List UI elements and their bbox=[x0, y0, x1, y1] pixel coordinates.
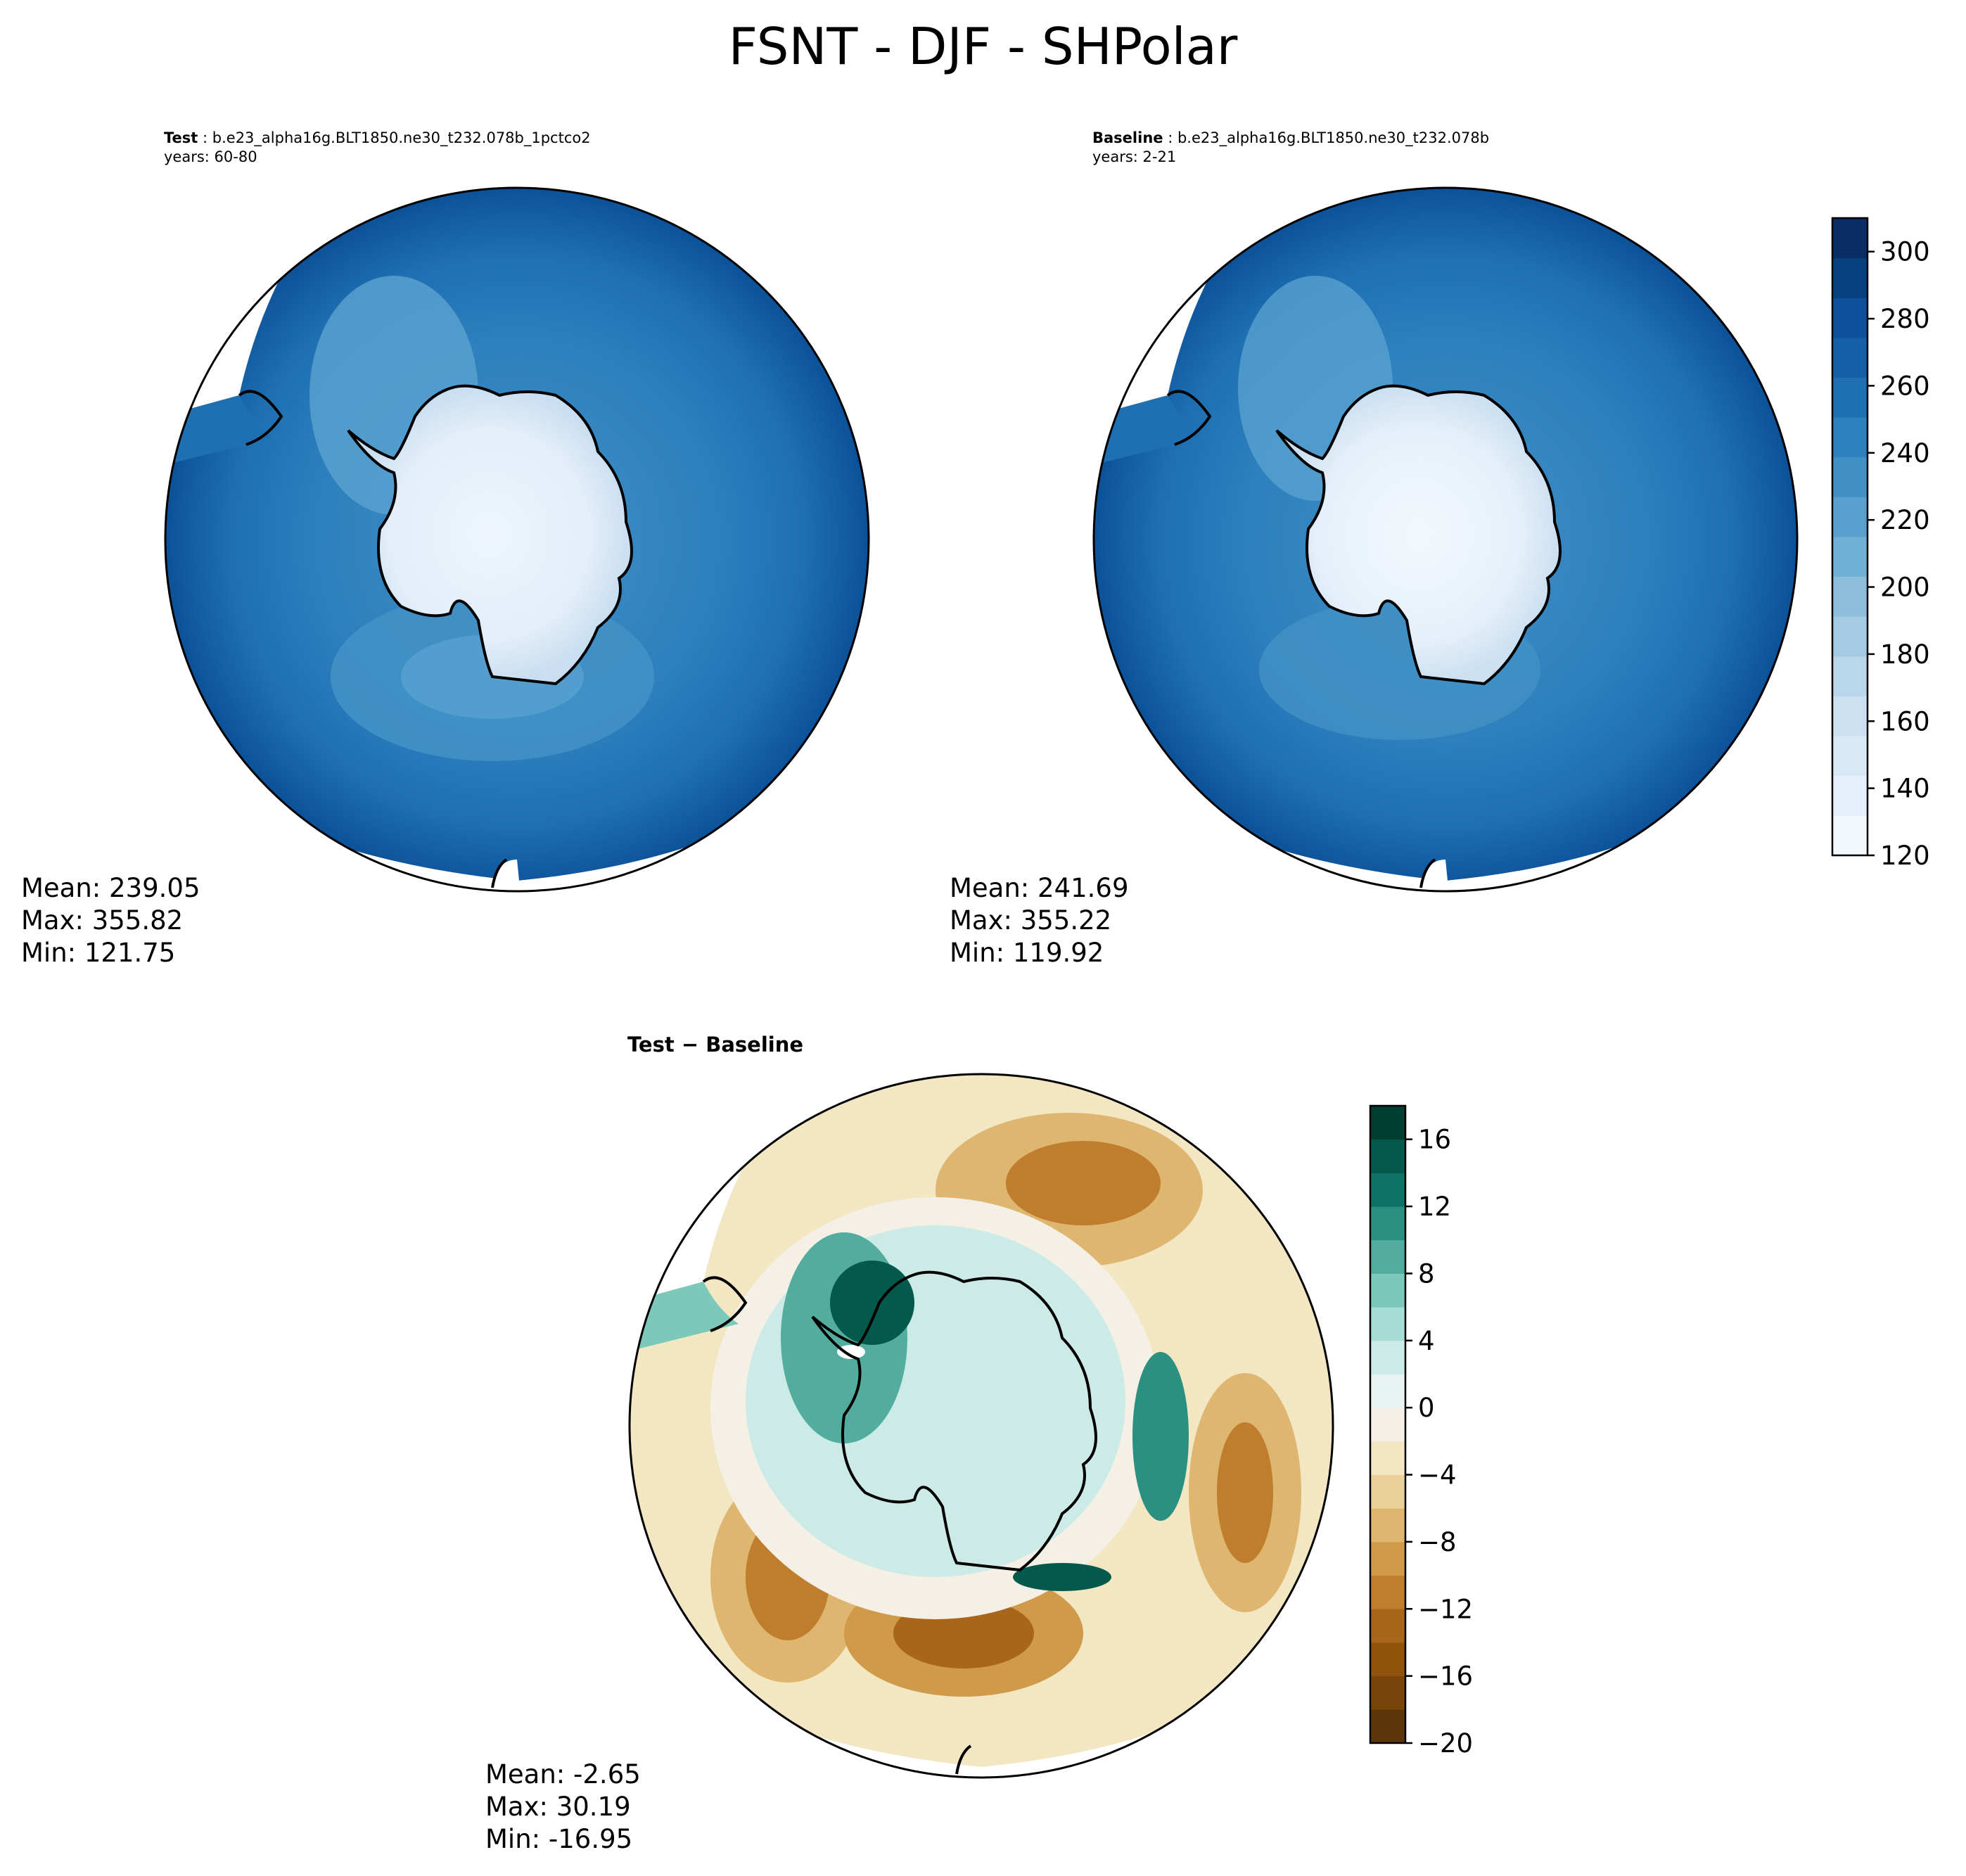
colorbar-segment bbox=[1832, 218, 1868, 259]
colorbar-segment bbox=[1832, 736, 1868, 777]
colorbar-segment bbox=[1370, 1642, 1405, 1677]
colorbar-segment bbox=[1370, 1441, 1405, 1476]
colorbar-segment bbox=[1370, 1408, 1405, 1442]
colorbar-tick-label: 140 bbox=[1880, 774, 1930, 804]
baseline-case-name: b.e23_alpha16g.BLT1850.ne30_t232.078b bbox=[1177, 129, 1490, 146]
colorbar-segment bbox=[1832, 257, 1868, 298]
baseline-min: Min: 119.92 bbox=[950, 938, 1104, 968]
colorbar-segment bbox=[1370, 1273, 1405, 1308]
baseline-label: Baseline bbox=[1092, 129, 1163, 146]
colorbar-frame bbox=[1369, 1104, 1407, 1744]
figure-title: FSNT - DJF - SHPolar bbox=[728, 17, 1238, 76]
difference-max: Max: 30.19 bbox=[485, 1792, 631, 1822]
test-min: Min: 121.75 bbox=[21, 938, 176, 968]
main-colorbar: 120 140 160 180 200 220 240 260 280 300 bbox=[1831, 217, 1930, 871]
colorbar-tick-label: 160 bbox=[1880, 706, 1930, 736]
colorbar-segment bbox=[1832, 656, 1868, 696]
colorbar-tick-label: 200 bbox=[1880, 573, 1930, 603]
colorbar-segment bbox=[1370, 1340, 1405, 1374]
colorbar-tick-label: 12 bbox=[1418, 1192, 1451, 1222]
colorbar-tick-label: 180 bbox=[1880, 639, 1930, 670]
colorbar-segment bbox=[1832, 337, 1868, 378]
baseline-polar-map bbox=[1092, 186, 1799, 893]
colorbar-segment bbox=[1832, 576, 1868, 617]
map-boundary bbox=[628, 1073, 1334, 1779]
test-mean: Mean: 239.05 bbox=[21, 873, 200, 903]
map-boundary bbox=[1092, 186, 1799, 893]
colorbar-segment bbox=[1832, 775, 1868, 816]
antarctica-outline bbox=[811, 1270, 1097, 1572]
difference-polar-map bbox=[628, 1073, 1334, 1779]
colorbar-tick-label: −12 bbox=[1418, 1594, 1473, 1624]
colorbar-tick-label: 220 bbox=[1880, 505, 1930, 535]
baseline-mean: Mean: 241.69 bbox=[950, 873, 1129, 903]
colorbar-segment bbox=[1370, 1609, 1405, 1643]
colorbar-segment bbox=[1370, 1239, 1405, 1274]
colorbar-segment bbox=[1832, 457, 1868, 497]
test-label: Test bbox=[164, 129, 198, 146]
colorbar-segment bbox=[1832, 298, 1868, 338]
colorbar-tick-label: 8 bbox=[1418, 1258, 1435, 1289]
colorbar-segment bbox=[1832, 497, 1868, 537]
colorbar-tick-label: −20 bbox=[1418, 1728, 1473, 1759]
colorbar-segment bbox=[1370, 1307, 1405, 1341]
baseline-years: years: 2-21 bbox=[1092, 148, 1177, 165]
colorbar-tick-label: 300 bbox=[1880, 237, 1930, 267]
colorbar-segment bbox=[1370, 1374, 1405, 1408]
colorbar-segment bbox=[1370, 1541, 1405, 1576]
colorbar-tick-label: 120 bbox=[1880, 841, 1930, 871]
colorbar-segment bbox=[1832, 815, 1868, 856]
colorbar-tick-label: 240 bbox=[1880, 438, 1930, 468]
colorbar-segment bbox=[1832, 537, 1868, 578]
colorbar-segment bbox=[1370, 1206, 1405, 1241]
colorbar-frame bbox=[1831, 217, 1869, 857]
colorbar-tick-label: 280 bbox=[1880, 304, 1930, 334]
test-panel-header: Test : b.e23_alpha16g.BLT1850.ne30_t232.… bbox=[164, 129, 591, 165]
test-stats: Mean: 239.05 Max: 355.82 Min: 121.75 bbox=[21, 872, 200, 969]
colorbar-segment bbox=[1370, 1575, 1405, 1609]
colorbar-segment bbox=[1370, 1709, 1405, 1744]
antarctica-outline bbox=[1275, 384, 1562, 686]
difference-colorbar: −20 −16 −12 −8 −4 0 4 8 12 16 bbox=[1369, 1104, 1473, 1759]
baseline-stats: Mean: 241.69 Max: 355.22 Min: 119.92 bbox=[950, 872, 1129, 969]
colorbar-tick-label: 16 bbox=[1418, 1125, 1451, 1155]
colorbar-segment bbox=[1370, 1139, 1405, 1173]
colorbar-segment bbox=[1370, 1106, 1405, 1140]
test-years: years: 60-80 bbox=[164, 148, 257, 165]
baseline-panel-header: Baseline : b.e23_alpha16g.BLT1850.ne30_t… bbox=[1092, 129, 1490, 165]
colorbar-segment bbox=[1832, 696, 1868, 736]
colorbar-segment bbox=[1370, 1508, 1405, 1543]
baseline-max: Max: 355.22 bbox=[950, 905, 1112, 936]
difference-min: Min: -16.95 bbox=[485, 1824, 633, 1854]
test-max: Max: 355.82 bbox=[21, 905, 184, 936]
map-boundary bbox=[164, 186, 870, 893]
antarctica-outline bbox=[347, 384, 633, 686]
colorbar-segment bbox=[1832, 417, 1868, 458]
colorbar-tick-label: 260 bbox=[1880, 371, 1930, 401]
colorbar-tick-label: −16 bbox=[1418, 1661, 1473, 1692]
colorbar-tick-label: −8 bbox=[1418, 1527, 1457, 1557]
test-polar-map bbox=[164, 186, 870, 893]
difference-mean: Mean: -2.65 bbox=[485, 1759, 641, 1789]
difference-title: Test − Baseline bbox=[627, 1033, 804, 1057]
colorbar-tick-label: −4 bbox=[1418, 1460, 1457, 1491]
colorbar-tick-label: 4 bbox=[1418, 1326, 1435, 1356]
colorbar-tick-label: 0 bbox=[1418, 1393, 1435, 1423]
colorbar-segment bbox=[1832, 377, 1868, 418]
colorbar-segment bbox=[1832, 616, 1868, 657]
test-case-name: b.e23_alpha16g.BLT1850.ne30_t232.078b_1p… bbox=[212, 129, 591, 146]
difference-stats: Mean: -2.65 Max: 30.19 Min: -16.95 bbox=[485, 1759, 641, 1856]
colorbar-segment bbox=[1370, 1676, 1405, 1710]
colorbar-segment bbox=[1370, 1474, 1405, 1509]
colorbar-segment bbox=[1370, 1173, 1405, 1207]
